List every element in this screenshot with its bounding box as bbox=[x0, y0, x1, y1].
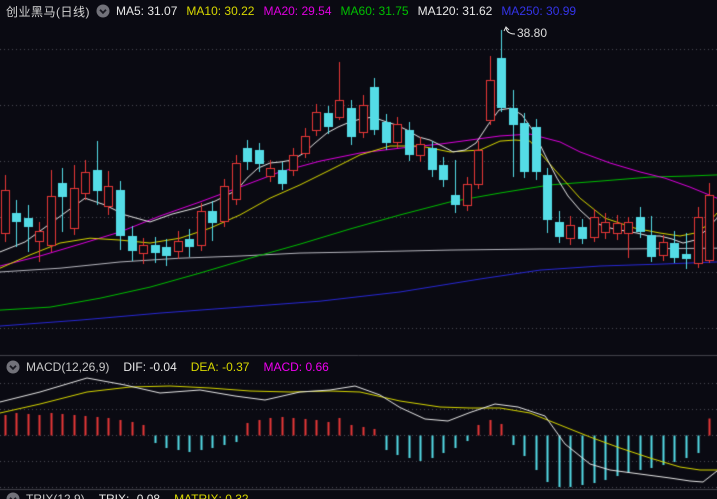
trix-panel-header: TRIX(12,9) TRIX: -0.08 MATRIX: 0.32 bbox=[0, 490, 717, 499]
trix-readout: TRIX: -0.08 bbox=[99, 492, 160, 499]
ma20-value: 29.54 bbox=[301, 4, 332, 18]
ma10-readout: MA10: 30.22 bbox=[186, 4, 254, 18]
ma60-value: 31.75 bbox=[378, 4, 409, 18]
matrix-label: MATRIX: bbox=[174, 492, 222, 499]
macd-label: MACD: bbox=[263, 360, 303, 374]
macd-readout: MACD: 0.66 bbox=[263, 360, 328, 374]
matrix-value: 0.32 bbox=[225, 492, 249, 499]
ma5-value: 31.07 bbox=[147, 4, 178, 18]
ma60-readout: MA60: 31.75 bbox=[341, 4, 409, 18]
ma250-label: MA250: bbox=[501, 4, 543, 18]
collapse-macd-panel-icon[interactable] bbox=[6, 360, 20, 374]
trix-indicator-title: TRIX(12,9) bbox=[26, 492, 85, 499]
ma120-readout: MA120: 31.62 bbox=[418, 4, 493, 18]
dea-readout: DEA: -0.37 bbox=[191, 360, 250, 374]
ma120-label: MA120: bbox=[417, 4, 459, 18]
macd-value: 0.66 bbox=[305, 360, 329, 374]
symbol-title: 创业黑马(日线) bbox=[6, 4, 90, 19]
annotation-arrow-icon bbox=[503, 26, 516, 35]
ma60-label: MA60: bbox=[340, 4, 376, 18]
ma10-label: MA10: bbox=[186, 4, 222, 18]
matrix-readout: MATRIX: 0.32 bbox=[174, 492, 248, 499]
collapse-main-panel-icon[interactable] bbox=[96, 4, 110, 18]
ma5-label: MA5: bbox=[116, 4, 145, 18]
annotation-price-text: 38.80 bbox=[517, 26, 548, 40]
ma250-value: 30.99 bbox=[546, 4, 577, 18]
ma250-readout: MA250: 30.99 bbox=[501, 4, 576, 18]
dif-readout: DIF: -0.04 bbox=[123, 360, 176, 374]
collapse-trix-panel-icon[interactable] bbox=[6, 492, 20, 499]
ma20-readout: MA20: 29.54 bbox=[263, 4, 331, 18]
dea-label: DEA: bbox=[190, 360, 219, 374]
dif-label: DIF: bbox=[123, 360, 147, 374]
ma5-readout: MA5: 31.07 bbox=[116, 4, 177, 18]
ma20-label: MA20: bbox=[263, 4, 299, 18]
macd-panel-header: MACD(12,26,9) DIF: -0.04 DEA: -0.37 MACD… bbox=[0, 358, 717, 376]
main-chart-header: 创业黑马(日线) MA5: 31.07 MA10: 30.22 MA20: 29… bbox=[0, 0, 717, 22]
trix-value: -0.08 bbox=[132, 492, 161, 499]
price-high-annotation: 38.80 bbox=[503, 22, 573, 44]
ma120-value: 31.62 bbox=[462, 4, 493, 18]
dif-value: -0.04 bbox=[149, 360, 177, 374]
ma10-value: 30.22 bbox=[224, 4, 255, 18]
macd-indicator-title: MACD(12,26,9) bbox=[26, 360, 110, 374]
trix-label: TRIX: bbox=[98, 492, 130, 499]
dea-value: -0.37 bbox=[222, 360, 250, 374]
